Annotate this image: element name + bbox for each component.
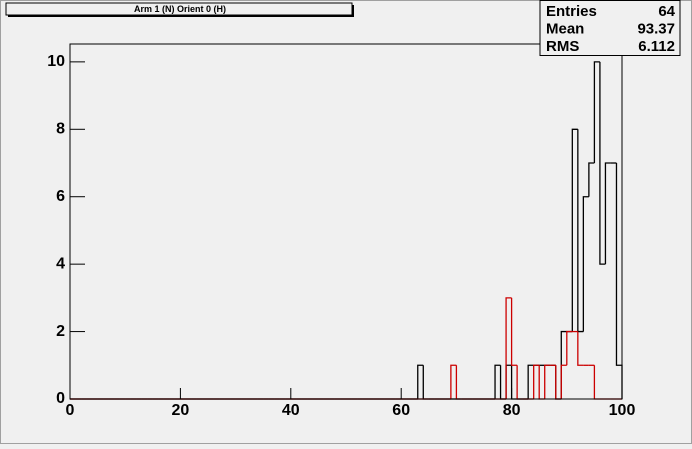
y-tick-label: 6	[56, 188, 65, 205]
stats-label: Mean	[546, 20, 584, 37]
x-tick-label: 80	[503, 402, 521, 419]
stats-box	[539, 0, 681, 56]
y-tick-label: 4	[56, 255, 65, 272]
histogram-bin	[544, 364, 551, 399]
y-tick-label: 8	[56, 121, 65, 138]
x-tick-label: 60	[392, 402, 410, 419]
stats-label: RMS	[546, 38, 579, 55]
histogram-bin	[494, 364, 501, 399]
histogram-bin	[599, 61, 606, 265]
histogram-bin	[510, 297, 518, 366]
histogram-bin	[593, 61, 600, 164]
histogram-bin	[577, 331, 584, 366]
histogram-bin	[582, 196, 589, 332]
x-tick-label: 0	[66, 402, 75, 419]
y-tick-label: 0	[56, 390, 65, 407]
histogram-bin	[566, 330, 573, 366]
x-tick-label: 20	[172, 402, 190, 419]
histogram-bin	[527, 364, 534, 399]
histogram-bin	[560, 364, 567, 399]
stats-value: 6.112	[638, 38, 675, 55]
chart-title: Arm 1 (N) Orient 0 (H)	[134, 4, 226, 14]
stats-value: 64	[658, 3, 675, 20]
stats-label: Entries	[546, 3, 597, 20]
histogram-bin	[450, 364, 457, 399]
histogram-bin	[417, 364, 424, 399]
histogram-bin	[571, 128, 578, 332]
histogram-bin	[505, 297, 512, 399]
title-box	[5, 2, 353, 16]
histogram-bin	[615, 163, 623, 399]
y-tick-label: 10	[47, 53, 65, 70]
stats-value: 93.37	[637, 20, 675, 37]
y-tick-label: 2	[56, 323, 65, 340]
frame	[69, 43, 623, 400]
x-tick-label: 40	[282, 402, 300, 419]
x-tick-label: 100	[609, 402, 636, 419]
histogram-bin	[604, 162, 611, 265]
histogram-bin	[533, 364, 540, 399]
histogram-bin	[588, 162, 595, 197]
